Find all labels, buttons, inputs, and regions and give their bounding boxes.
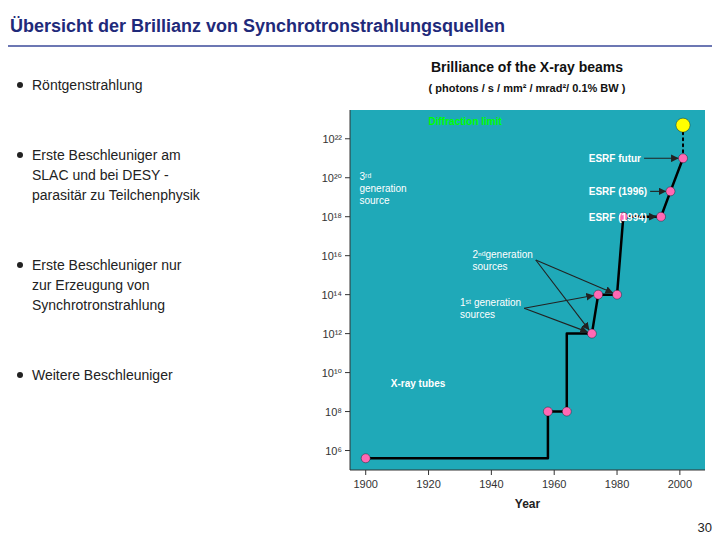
x-tick [428, 470, 429, 475]
x-tick-label: 1940 [479, 478, 503, 490]
data-point [657, 212, 666, 221]
y-axis [350, 110, 351, 470]
bullet-text: Erste Beschleuniger nurzur Erzeugung von… [32, 257, 182, 313]
data-point [543, 407, 552, 416]
x-tick [491, 470, 492, 475]
annotation-arrow [644, 158, 678, 159]
x-tick-label: 1980 [605, 478, 629, 490]
data-point [676, 118, 690, 132]
bullet-text: Erste Beschleuniger amSLAC und bei DESY … [32, 147, 201, 203]
annotation: ESRF futur [589, 153, 641, 164]
bullet [17, 82, 23, 88]
y-tick [345, 177, 350, 178]
page-number: 30 [698, 520, 712, 535]
x-axis [350, 470, 705, 471]
annotation: X-ray tubes [391, 377, 446, 388]
y-tick [345, 294, 350, 295]
annotation-arrow [524, 296, 593, 309]
x-tick [617, 470, 618, 475]
y-tick-label: 10⁸ [325, 406, 342, 418]
chart-title: Brilliance of the X-ray beams [431, 59, 623, 75]
y-tick-label: 10²² [322, 133, 342, 145]
annotation-arrow [524, 308, 587, 332]
y-tick-label: 10¹² [322, 328, 342, 340]
y-tick [345, 411, 350, 412]
y-tick [345, 450, 350, 451]
data-line [366, 158, 683, 458]
y-tick-label: 10¹⁰ [322, 367, 343, 379]
chart-subtitle: ( photons / s / mm² / mrad²/ 0.1% BW ) [429, 82, 626, 94]
separator [8, 45, 712, 47]
x-tick-label: 1920 [416, 478, 440, 490]
x-axis-label: Year [515, 497, 541, 511]
x-tick-label: 1900 [353, 478, 377, 490]
data-point [361, 454, 370, 463]
plot-data [361, 118, 690, 463]
annotation: ESRF (1994) [589, 211, 647, 222]
y-tick-label: 10¹⁴ [321, 289, 342, 301]
data-point [594, 290, 603, 299]
y-tick-label: 10¹⁸ [321, 211, 342, 223]
bullet [17, 372, 23, 378]
bullet-text: Röntgenstrahlung [32, 77, 143, 93]
annotation: ESRF (1996) [589, 186, 647, 197]
annotation: 2ⁿᵈgenerationsources [473, 249, 533, 272]
data-point [613, 290, 622, 299]
annotation-arrow [650, 191, 665, 192]
y-tick-label: 10⁶ [325, 445, 342, 457]
bullet-text: Weitere Beschleuniger [32, 367, 173, 383]
x-tick-label: 1960 [542, 478, 566, 490]
x-tick [365, 470, 366, 475]
x-tick-label: 2000 [668, 478, 692, 490]
y-tick-label: 10¹⁶ [322, 250, 342, 262]
annotation: 3ʳᵈgenerationsource [359, 170, 406, 205]
data-point [679, 154, 688, 163]
annotation: 1ˢᵗ generationsources [460, 297, 521, 320]
data-point [587, 329, 596, 338]
y-tick [345, 255, 350, 256]
plot-background [350, 110, 705, 470]
data-point [562, 407, 571, 416]
annotation-arrow [536, 260, 613, 293]
annotation: Diffraction limit [429, 116, 503, 127]
annotation-arrow [536, 260, 589, 330]
x-tick [554, 470, 555, 475]
data-point [666, 187, 675, 196]
y-tick-label: 10²⁰ [322, 172, 343, 184]
y-tick [345, 372, 350, 373]
page: Übersicht der Brillianz von Synchrotrons… [0, 0, 720, 540]
x-tick [679, 470, 680, 475]
y-tick [345, 216, 350, 217]
annotation-arrow [650, 216, 656, 217]
bullet [17, 152, 23, 158]
y-tick [345, 333, 350, 334]
page-title: Übersicht der Brillianz von Synchrotrons… [10, 16, 505, 36]
y-tick [345, 138, 350, 139]
bullet [17, 262, 23, 268]
annotations: Diffraction limit 3ʳᵈgenerationsource ESRF… [359, 116, 678, 389]
